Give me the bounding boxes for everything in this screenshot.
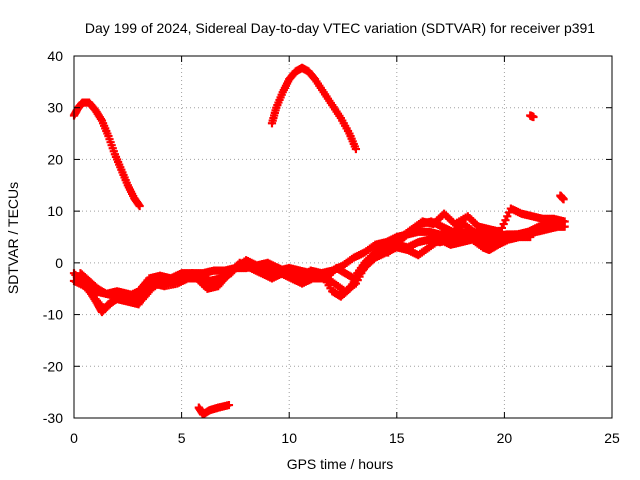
data-point [560, 217, 569, 226]
x-axis-ticks: 0 5 10 15 20 25 [70, 56, 620, 446]
x-axis-label: GPS time / hours [287, 456, 394, 472]
data-point [529, 112, 538, 122]
x-tick-label: 10 [281, 430, 297, 446]
series-arc-midday-high [267, 63, 361, 154]
series-arc-late-mid [556, 191, 568, 204]
data-point [224, 400, 234, 410]
y-tick-label: 20 [47, 151, 63, 167]
y-tick-label: 10 [47, 203, 63, 219]
y-tick-label: 30 [47, 100, 63, 116]
series-arc-late-high [526, 111, 538, 122]
x-tick-label: 0 [70, 430, 78, 446]
plot-frame [73, 55, 613, 419]
y-tick-label: -30 [43, 410, 63, 426]
data-point [559, 195, 568, 204]
y-axis-ticks: -30 -20 -10 0 10 20 30 40 [43, 48, 612, 426]
x-tick-label: 5 [178, 430, 186, 446]
x-tick-label: 15 [389, 430, 405, 446]
y-tick-label: 0 [55, 255, 63, 271]
chart-title: Day 199 of 2024, Sidereal Day-to-day VTE… [85, 20, 595, 36]
series-arc-low [194, 400, 234, 419]
data-point [135, 201, 144, 211]
x-tick-label: 25 [604, 430, 620, 446]
data-markers [69, 63, 569, 419]
y-tick-label: -10 [43, 307, 63, 323]
series-arc-early-high [69, 98, 144, 211]
series-track-e [397, 204, 569, 242]
data-point [351, 144, 361, 154]
y-tick-label: 40 [47, 48, 63, 64]
y-axis-label: SDTVAR / TECUs [5, 182, 21, 294]
x-tick-label: 20 [497, 430, 513, 446]
y-tick-label: -20 [43, 358, 63, 374]
